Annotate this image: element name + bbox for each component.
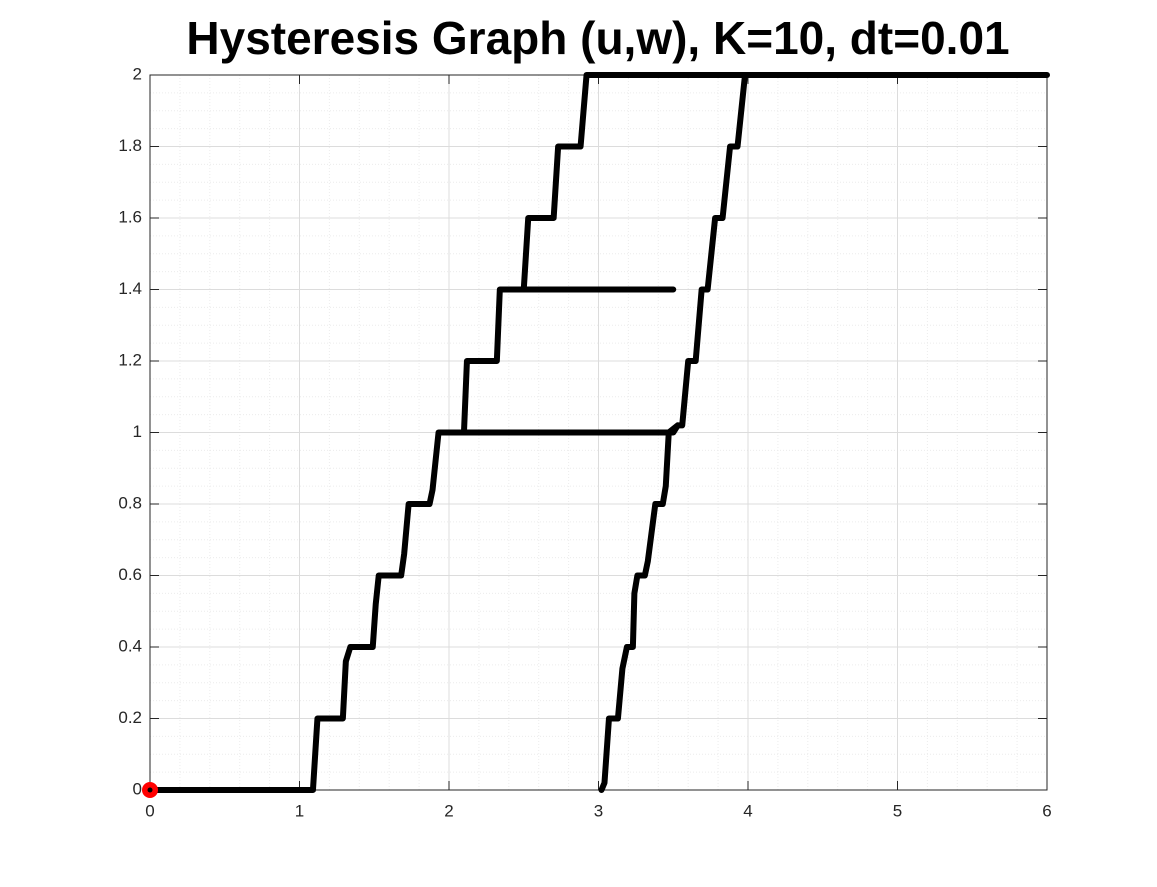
x-tick-label: 4 [743, 801, 752, 820]
x-tick-label: 3 [594, 801, 603, 820]
x-tick-label: 5 [893, 801, 902, 820]
y-tick-label: 0.8 [118, 493, 142, 512]
data-line [147, 72, 1050, 793]
y-tick-label: 1.4 [118, 279, 142, 298]
y-tick-label: 1.8 [118, 136, 142, 155]
y-tick-label: 0 [133, 779, 142, 798]
plot-marks [142, 72, 1050, 798]
x-tick-label: 0 [145, 801, 154, 820]
y-tick-label: 2 [133, 64, 142, 83]
data-point-center [147, 787, 153, 793]
x-tick-label: 1 [295, 801, 304, 820]
x-tick-label: 2 [444, 801, 453, 820]
chart-title: Hysteresis Graph (u,w), K=10, dt=0.01 [186, 12, 1009, 64]
y-tick-label: 1.6 [118, 207, 142, 226]
x-tick-label: 6 [1042, 801, 1051, 820]
y-tick-label: 0.4 [118, 636, 142, 655]
y-tick-label: 0.6 [118, 565, 142, 584]
y-tick-label: 1 [133, 422, 142, 441]
y-tick-label: 0.2 [118, 708, 142, 727]
y-tick-label: 1.2 [118, 350, 142, 369]
